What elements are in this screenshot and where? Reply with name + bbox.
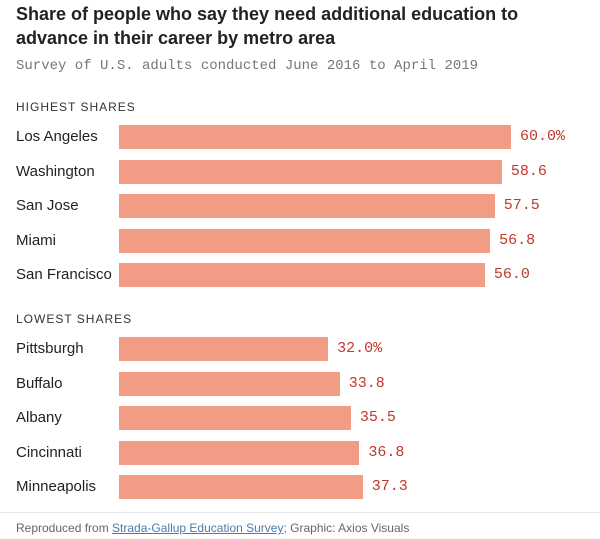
category-label: Los Angeles — [16, 128, 98, 145]
footer-credit: Reproduced from Strada-Gallup Education … — [16, 521, 409, 535]
category-label: San Jose — [16, 197, 79, 214]
bar — [119, 406, 351, 430]
bar — [119, 440, 360, 465]
data-label: 60.0% — [520, 128, 566, 145]
category-label: Miami — [16, 231, 56, 249]
category-label: Cincinnati — [16, 443, 82, 461]
data-label: 35.5 — [359, 409, 396, 426]
category-label: Buffalo — [16, 374, 63, 392]
section-label: HIGHEST SHARES — [16, 100, 136, 114]
chart-subtitle: Survey of U.S. adults conducted June 201… — [16, 58, 479, 74]
bar — [119, 159, 502, 184]
category-label: Minneapolis — [16, 478, 97, 495]
footer-prefix: Reproduced from — [16, 521, 113, 535]
data-label: 32.0% — [337, 340, 383, 357]
data-label: 56.8 — [499, 231, 536, 249]
section-label: LOWEST SHARES — [16, 312, 133, 326]
source-link[interactable]: Strada-Gallup Education Survey — [112, 521, 284, 535]
bar — [119, 371, 340, 396]
category-label: Pittsburgh — [16, 340, 84, 357]
footer-suffix: ; Graphic: Axios Visuals — [283, 521, 410, 535]
bar — [119, 337, 329, 361]
data-label: 56.0 — [493, 266, 530, 283]
bar — [119, 475, 363, 499]
bar — [119, 228, 491, 253]
chart-title: Share of people who say they need additi… — [16, 4, 519, 48]
data-label: 58.6 — [510, 162, 547, 180]
category-label: San Francisco — [16, 266, 112, 283]
data-label: 37.3 — [371, 478, 408, 495]
data-label: 33.8 — [348, 374, 385, 392]
category-label: Albany — [16, 409, 62, 426]
data-label: 36.8 — [368, 443, 405, 461]
footer-divider — [0, 512, 600, 513]
bar — [119, 194, 495, 218]
category-label: Washington — [16, 162, 95, 180]
bar — [119, 125, 511, 149]
bar — [119, 263, 485, 287]
data-label: 57.5 — [503, 197, 540, 214]
